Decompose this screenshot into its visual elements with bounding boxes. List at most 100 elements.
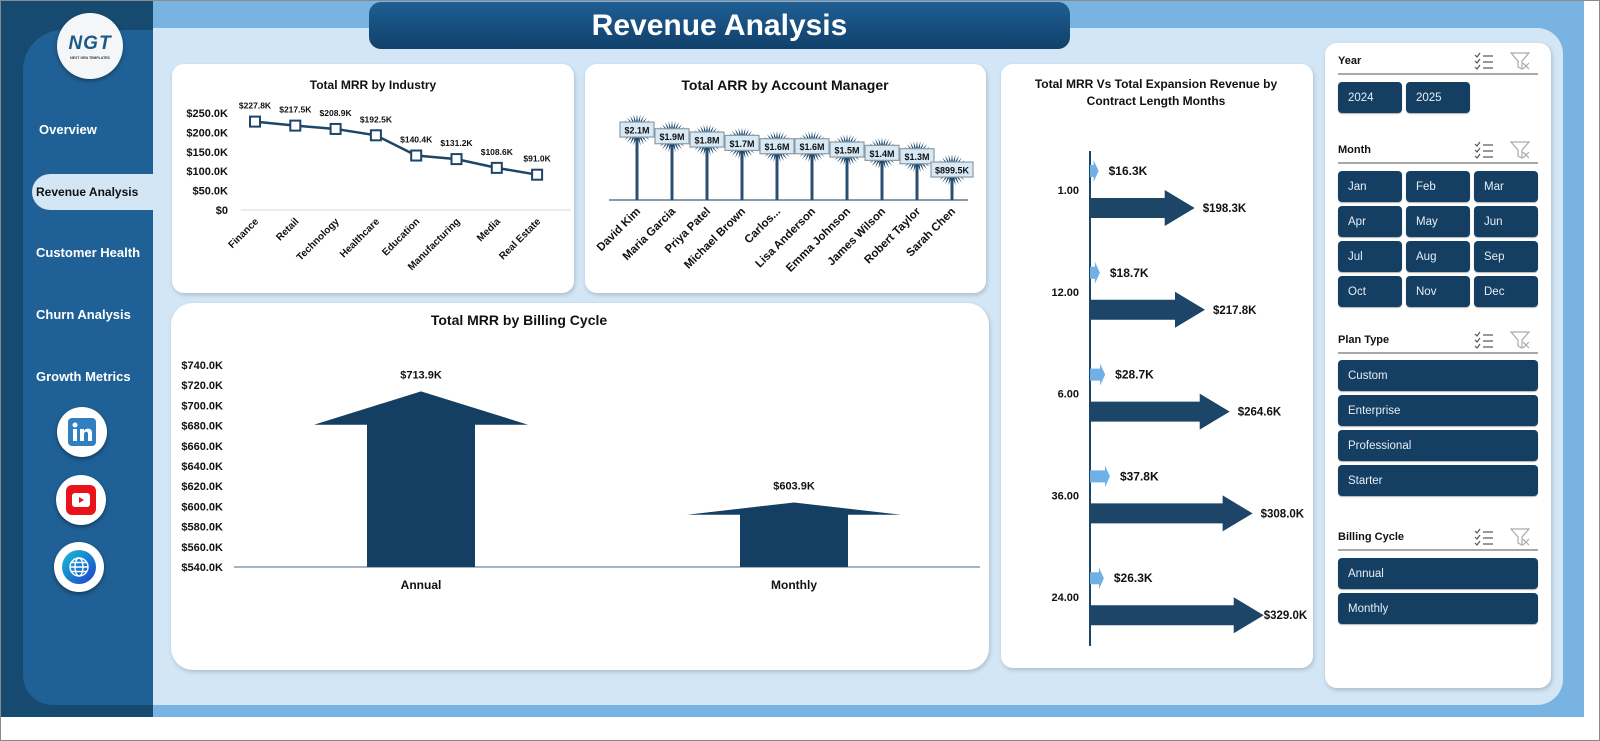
- data-label: $1.8M: [694, 136, 719, 146]
- sidebar-item-customer-health[interactable]: Customer Health: [36, 245, 141, 260]
- expansion-arrow[interactable]: [1090, 261, 1100, 284]
- mrr-arrow[interactable]: [1090, 393, 1230, 430]
- slicer-title: Billing Cycle: [1338, 531, 1405, 543]
- data-point-marker[interactable]: [410, 149, 423, 162]
- y-tick-label: $720.0K: [181, 380, 223, 392]
- linkedin-button[interactable]: [57, 407, 107, 457]
- data-label: $1.9M: [659, 132, 684, 142]
- data-label: $91.0K: [523, 154, 551, 164]
- y-tick-label: $580.0K: [181, 522, 223, 534]
- mrr-by-industry-chart: Total MRR by Industry $0 $50.0K $100.0K $150…: [186, 78, 571, 273]
- sidebar-item-growth-metrics[interactable]: Growth Metrics: [36, 369, 131, 384]
- x-tick-label: Annual: [401, 578, 442, 592]
- mrr-arrow[interactable]: [1090, 495, 1253, 532]
- slicer-button-jul[interactable]: Jul: [1338, 241, 1402, 272]
- slicer-button-custom[interactable]: Custom: [1338, 360, 1538, 391]
- logo-text: NGT: [68, 32, 112, 54]
- slicer-button-2025[interactable]: 2025: [1406, 82, 1470, 113]
- data-point-marker[interactable]: [450, 153, 463, 166]
- clear-filter-icon[interactable]: [1510, 140, 1532, 160]
- data-point-marker[interactable]: [329, 122, 342, 135]
- mrr-line: [254, 120, 538, 176]
- y-tick-label: $740.0K: [181, 360, 223, 372]
- slicer-button-jan[interactable]: Jan: [1338, 171, 1402, 202]
- slicer-button-2024[interactable]: 2024: [1338, 82, 1402, 113]
- filter-panel: Year 2024 2025 Month Jan Feb Mar Apr May Jun Jul Au…: [1325, 43, 1551, 688]
- y-tick-label: 24.00: [1051, 592, 1079, 604]
- slicer-button-sep[interactable]: Sep: [1474, 241, 1538, 272]
- mrr-arrow[interactable]: [1090, 291, 1205, 328]
- data-label: $899.5K: [935, 166, 970, 176]
- data-label-box: [829, 141, 865, 158]
- data-label-box: [689, 131, 725, 148]
- multi-select-icon[interactable]: [1473, 330, 1495, 350]
- slicer-button-may[interactable]: May: [1406, 206, 1470, 237]
- data-label: $1.6M: [764, 142, 789, 152]
- linkedin-icon: [68, 418, 96, 446]
- clear-filter-icon[interactable]: [1510, 527, 1532, 547]
- multi-select-icon[interactable]: [1473, 527, 1495, 547]
- y-tick-label: $660.0K: [181, 441, 223, 453]
- mrr-arrow[interactable]: [1090, 190, 1195, 226]
- mrr-arrow[interactable]: [1090, 597, 1264, 634]
- slicer-header-year: Year: [1338, 52, 1538, 75]
- slicer-button-aug[interactable]: Aug: [1406, 241, 1470, 272]
- youtube-button[interactable]: [56, 475, 106, 525]
- logo-subtext: NEXT GEN TEMPLATES: [70, 55, 110, 60]
- bar-arrow[interactable]: [687, 502, 901, 567]
- data-point-marker[interactable]: [531, 168, 544, 181]
- slicer-button-nov[interactable]: Nov: [1406, 276, 1470, 307]
- multi-select-icon[interactable]: [1473, 51, 1495, 71]
- data-label: $308.0K: [1261, 508, 1305, 520]
- data-label: $1.6M: [799, 142, 824, 152]
- sidebar-item-churn-analysis[interactable]: Churn Analysis: [36, 307, 131, 322]
- sidebar-item-revenue-analysis[interactable]: Revenue Analysis: [36, 185, 139, 199]
- data-point-marker[interactable]: [490, 161, 503, 174]
- data-point-marker[interactable]: [249, 115, 261, 128]
- expansion-arrow[interactable]: [1090, 160, 1099, 182]
- sidebar-item-overview[interactable]: Overview: [39, 122, 97, 137]
- data-label-box: [724, 134, 760, 151]
- data-label: $264.6K: [1238, 407, 1282, 419]
- slicer-button-jun[interactable]: Jun: [1474, 206, 1538, 237]
- y-tick-label: $540.0K: [181, 562, 223, 574]
- data-label: $108.6K: [481, 147, 514, 157]
- data-point-marker[interactable]: [369, 129, 382, 142]
- mrr-by-billing-cycle-chart: Total MRR by Billing Cycle $540.0K $560.0K…: [181, 312, 980, 592]
- data-point-marker[interactable]: [289, 119, 302, 132]
- data-label: $713.9K: [400, 369, 442, 381]
- expansion-arrow[interactable]: [1090, 363, 1106, 386]
- youtube-icon: [66, 485, 96, 515]
- slicer-header-billing-cycle: Billing Cycle: [1338, 528, 1538, 551]
- slicer-button-oct[interactable]: Oct: [1338, 276, 1402, 307]
- data-label: $140.4K: [400, 135, 433, 145]
- slicer-button-annual[interactable]: Annual: [1338, 558, 1538, 589]
- chart-title: Total MRR by Industry: [310, 78, 437, 92]
- expansion-arrow[interactable]: [1090, 465, 1110, 488]
- slicer-button-starter[interactable]: Starter: [1338, 465, 1538, 496]
- data-label: $217.8K: [1213, 305, 1257, 317]
- slicer-button-monthly[interactable]: Monthly: [1338, 593, 1538, 624]
- y-tick-label: $600.0K: [181, 501, 223, 513]
- clear-filter-icon[interactable]: [1510, 330, 1532, 350]
- data-label-box: [619, 121, 655, 138]
- slicer-button-enterprise[interactable]: Enterprise: [1338, 395, 1538, 426]
- slicer-button-feb[interactable]: Feb: [1406, 171, 1470, 202]
- website-button[interactable]: [54, 542, 104, 592]
- data-label: $192.5K: [360, 114, 393, 124]
- multi-select-icon[interactable]: [1473, 140, 1495, 160]
- bar-arrow[interactable]: [314, 391, 528, 567]
- slicer-button-apr[interactable]: Apr: [1338, 206, 1402, 237]
- slicer-button-professional[interactable]: Professional: [1338, 430, 1538, 461]
- y-tick-label: 6.00: [1058, 389, 1079, 401]
- slicer-button-mar[interactable]: Mar: [1474, 171, 1538, 202]
- chart-title-line1: Total MRR Vs Total Expansion Revenue by: [1035, 77, 1278, 91]
- clear-filter-icon[interactable]: [1510, 51, 1532, 71]
- slicer-title: Plan Type: [1338, 334, 1390, 346]
- mrr-by-industry-card: Total MRR by Industry $0 $50.0K $100.0K $150…: [172, 64, 574, 293]
- expansion-arrow[interactable]: [1090, 567, 1104, 590]
- y-tick-label: $640.0K: [181, 461, 223, 473]
- y-tick-label: $0: [216, 205, 228, 217]
- data-label-box: [794, 138, 830, 155]
- slicer-button-dec[interactable]: Dec: [1474, 276, 1538, 307]
